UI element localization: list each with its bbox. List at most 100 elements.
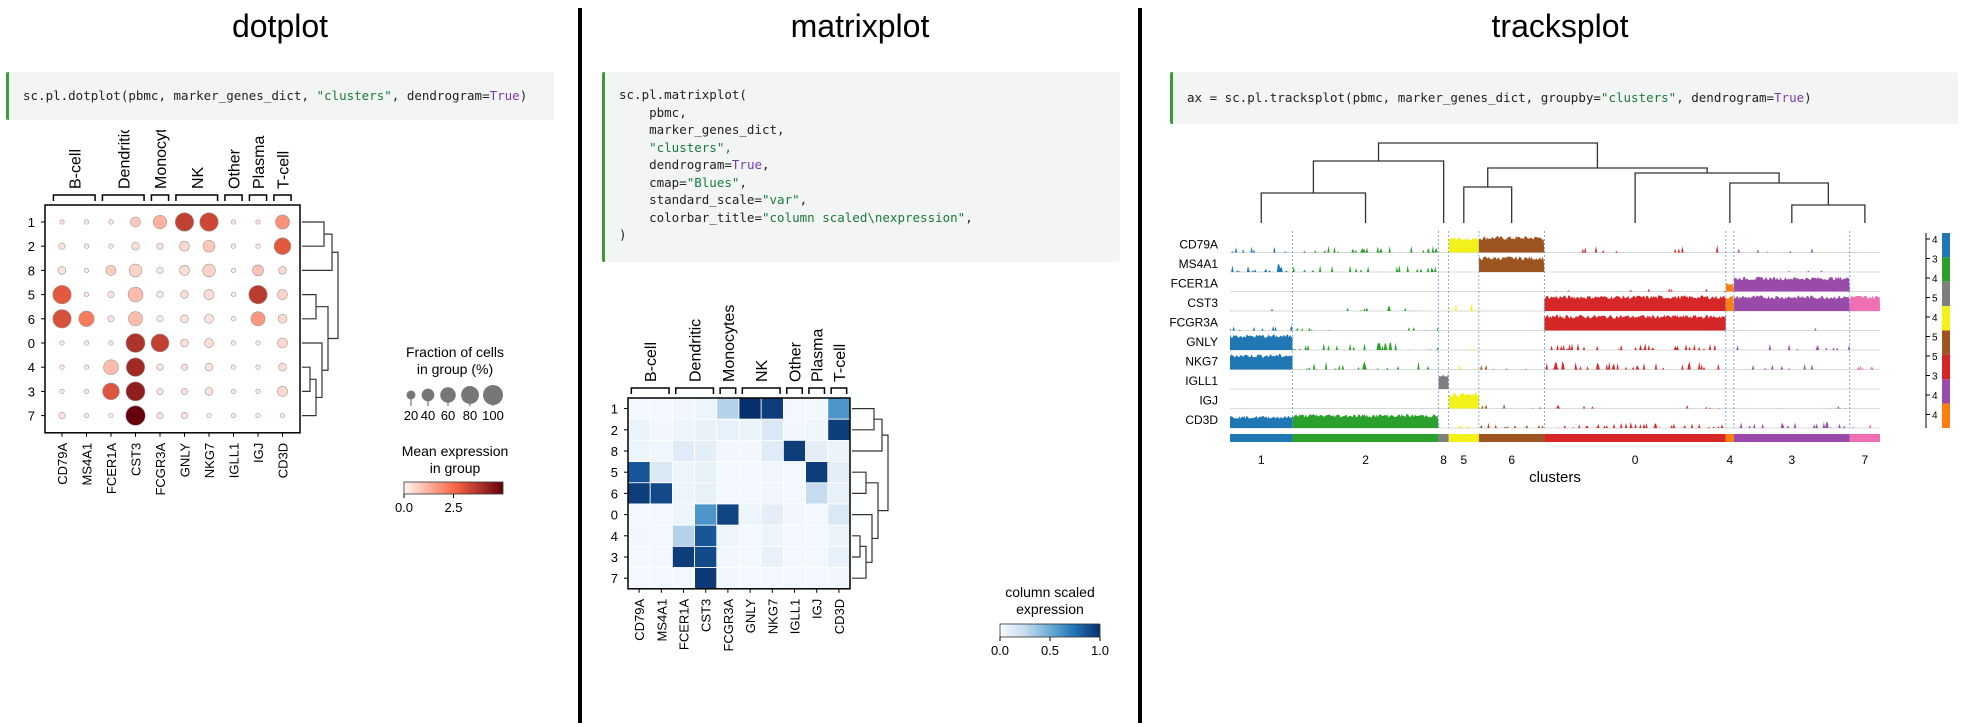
dotplot-group-label: T-cell	[276, 151, 293, 189]
tracksplot-code-cell: ax = sc.pl.tracksplot(pbmc, marker_genes…	[1170, 72, 1958, 124]
dotplot-ytick-label: 0	[28, 336, 35, 351]
tracksplot-track-max: 5	[1932, 294, 1938, 305]
dot	[128, 263, 143, 278]
dot	[150, 333, 170, 353]
matrix-cell	[738, 503, 762, 526]
size-legend-tick-label: 20	[404, 408, 418, 423]
matrixplot-ytick-label: 2	[611, 423, 618, 438]
tracksplot-track-max: 3	[1932, 372, 1938, 383]
tracksplot-track-CD79A	[1448, 237, 1479, 253]
matrix-cell	[694, 439, 718, 462]
matrix-cell	[827, 397, 851, 420]
matrixplot-group-bracket	[630, 387, 670, 394]
tracksplot-cluster-label: 2	[1362, 453, 1369, 467]
dot	[255, 219, 261, 225]
dotplot-group-bracket	[101, 194, 145, 201]
matrixplot-dendrogram-branch	[852, 408, 875, 431]
matrixplot-ytick-label: 5	[611, 465, 618, 480]
tracksplot-track-NKG7	[1478, 364, 1545, 370]
tracksplot-track-CD79A	[1544, 244, 1726, 253]
tracksplot-dendrogram-branch	[1487, 167, 1708, 187]
dot	[248, 285, 268, 305]
size-legend-tick-label: 60	[441, 408, 455, 423]
tracksplot-title: tracksplot	[1491, 8, 1629, 44]
dot	[152, 214, 168, 230]
color-legend-bar	[403, 481, 504, 495]
dot	[273, 237, 292, 255]
tracksplot-cluster-label: 1	[1258, 453, 1265, 467]
matrixplot-xtick-label: GNLY	[743, 598, 758, 633]
dot	[277, 289, 288, 300]
matrix-cell	[627, 418, 651, 441]
dot	[230, 243, 237, 249]
dotplot-ytick-label: 8	[28, 263, 35, 278]
matrix-cell	[760, 545, 784, 568]
tracksplot-track-GNLY	[1292, 342, 1439, 350]
matrix-cell	[694, 545, 718, 568]
tracksplot-group-strip	[1942, 403, 1950, 428]
matrix-cell	[827, 418, 851, 441]
dotplot-xtick-label: NKG7	[202, 443, 217, 478]
dotplot-dendrogram-branch	[302, 221, 325, 247]
panel-divider-right	[1138, 8, 1142, 723]
matrixplot-xtick-label: MS4A1	[654, 599, 669, 642]
dotplot-xtick-label: FCER1A	[104, 442, 119, 494]
dot	[105, 265, 117, 276]
panel-divider-left	[578, 8, 582, 723]
matrix-cell	[694, 461, 718, 484]
matrix-cell	[782, 567, 806, 590]
dotplot-group-label: NK	[190, 166, 207, 189]
size-legend-subtitle: in group (%)	[417, 361, 493, 377]
dot	[52, 285, 72, 305]
matrix-cell	[649, 482, 673, 505]
dot	[278, 266, 287, 275]
tracksplot-dendrogram-branch	[1729, 182, 1830, 223]
matrixplot-group-label: Plasma	[810, 329, 827, 382]
tracksplot-track-max: 4	[1932, 411, 1938, 422]
matrixplot-xtick-label: NKG7	[765, 599, 780, 634]
dotplot-group-label: Monocytes	[153, 130, 170, 189]
matrixplot-group-label: Dendritic	[688, 319, 705, 382]
tracksplot-track-MS4A1	[1292, 265, 1439, 272]
matrix-cell	[716, 503, 740, 526]
matrix-cell	[827, 482, 851, 505]
dotplot-ytick-label: 5	[28, 288, 35, 303]
matrix-cell	[738, 439, 762, 462]
matrix-cell	[649, 545, 673, 568]
dotplot-dendrogram-branch	[302, 378, 317, 417]
dot	[230, 364, 237, 370]
tracksplot-cluster-bar	[1849, 434, 1880, 442]
matrix-cell	[716, 397, 740, 420]
size-legend-tick-label: 40	[421, 408, 435, 423]
dot	[103, 359, 119, 375]
matrix-cell	[672, 567, 696, 590]
dotplot-group-label: Dendritic	[116, 130, 133, 189]
matrix-cell	[782, 482, 806, 505]
dot	[83, 267, 90, 273]
tracksplot-dendrogram-branch	[1634, 172, 1780, 223]
matrixplot-ytick-label: 6	[611, 486, 618, 501]
dotplot-group-bracket	[273, 194, 292, 201]
dotplot-code-cell: sc.pl.dotplot(pbmc, marker_genes_dict, "…	[6, 72, 554, 120]
colorbar-tick-label: 0.0	[991, 643, 1009, 658]
matrixplot-ytick-label: 1	[611, 402, 618, 417]
dot	[107, 315, 115, 323]
matrix-cell	[760, 397, 784, 420]
dotplot-ytick-label: 7	[28, 409, 35, 424]
matrix-cell	[827, 439, 851, 462]
tracksplot-track-NKG7	[1544, 360, 1726, 370]
tracksplot-dendrogram-branch	[1377, 142, 1599, 168]
dot	[58, 412, 66, 420]
tracksplot-track-CD79A	[1478, 236, 1545, 253]
dot	[199, 212, 219, 232]
tracksplot-track-CD3D	[1478, 422, 1545, 428]
dot	[125, 381, 146, 402]
dot	[57, 266, 67, 275]
matrix-cell	[672, 524, 696, 547]
tracksplot-track-CST3	[1544, 295, 1726, 311]
tracksplot-track-CST3	[1292, 305, 1439, 311]
matrixplot-dendrogram-branch	[852, 535, 861, 558]
matrixplot-group-bracket	[741, 387, 781, 394]
matrix-cell	[627, 397, 651, 420]
colorbar-bar	[999, 623, 1101, 638]
